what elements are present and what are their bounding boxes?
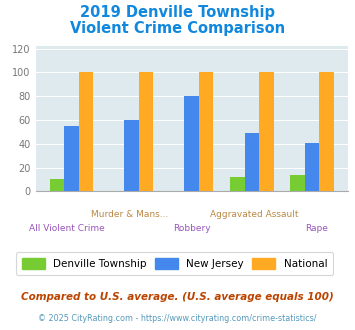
Bar bbox=[305, 143, 319, 191]
Bar bbox=[230, 177, 245, 191]
Bar bbox=[319, 72, 334, 191]
Bar bbox=[185, 96, 199, 191]
Bar bbox=[78, 72, 93, 191]
Bar bbox=[124, 120, 139, 191]
Bar bbox=[245, 133, 259, 191]
Text: Aggravated Assault: Aggravated Assault bbox=[210, 210, 299, 218]
Text: Compared to U.S. average. (U.S. average equals 100): Compared to U.S. average. (U.S. average … bbox=[21, 292, 334, 302]
Bar bbox=[139, 72, 153, 191]
Bar bbox=[50, 180, 64, 191]
Legend: Denville Township, New Jersey, National: Denville Township, New Jersey, National bbox=[16, 252, 333, 275]
Text: Murder & Mans...: Murder & Mans... bbox=[91, 210, 168, 218]
Text: All Violent Crime: All Violent Crime bbox=[29, 224, 105, 233]
Text: 2019 Denville Township: 2019 Denville Township bbox=[80, 5, 275, 20]
Text: Rape: Rape bbox=[305, 224, 328, 233]
Bar bbox=[259, 72, 274, 191]
Bar bbox=[290, 175, 305, 191]
Bar bbox=[199, 72, 213, 191]
Text: Violent Crime Comparison: Violent Crime Comparison bbox=[70, 21, 285, 36]
Text: Robbery: Robbery bbox=[173, 224, 211, 233]
Bar bbox=[64, 126, 78, 191]
Text: © 2025 CityRating.com - https://www.cityrating.com/crime-statistics/: © 2025 CityRating.com - https://www.city… bbox=[38, 314, 317, 323]
